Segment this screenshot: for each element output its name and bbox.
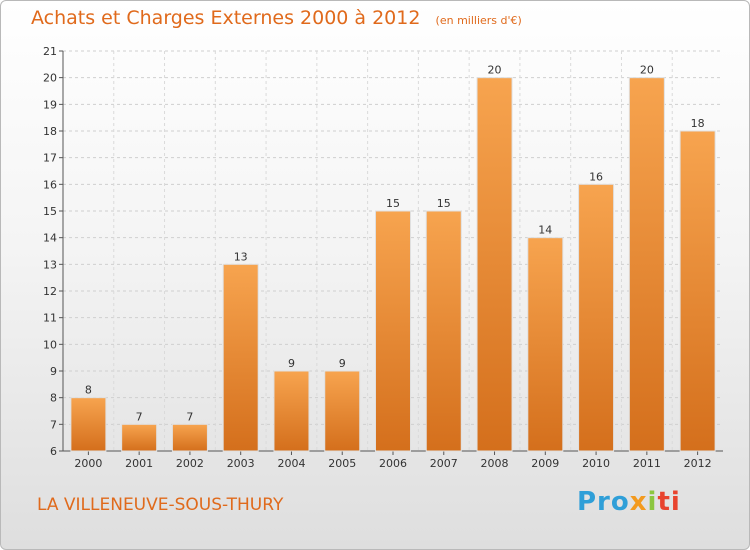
chart-title: Achats et Charges Externes 2000 à 2012	[31, 7, 421, 29]
data-label: 14	[538, 224, 552, 237]
x-tick-label: 2011	[633, 457, 661, 470]
y-tick-label: 7	[50, 418, 57, 431]
x-tick-label: 2003	[227, 457, 255, 470]
y-tick-label: 18	[43, 125, 57, 138]
data-label: 9	[339, 357, 346, 370]
y-tick-label: 14	[43, 232, 57, 245]
commune-name: LA VILLENEUVE-SOUS-THURY	[37, 495, 284, 515]
x-tick-label: 2000	[74, 457, 102, 470]
y-tick-label: 13	[43, 258, 57, 271]
x-tick-label: 2010	[582, 457, 610, 470]
y-tick-label: 15	[43, 205, 57, 218]
data-label: 13	[234, 250, 248, 263]
x-tick-label: 2008	[481, 457, 509, 470]
bar	[171, 423, 208, 452]
data-label: 8	[85, 384, 92, 397]
bar	[679, 130, 716, 452]
bar	[527, 237, 564, 452]
data-label: 18	[691, 117, 705, 130]
x-tick-label: 2004	[277, 457, 305, 470]
bar	[273, 370, 310, 452]
bar	[121, 423, 158, 452]
data-label: 7	[186, 410, 193, 423]
y-tick-label: 20	[43, 72, 57, 85]
bar	[70, 397, 107, 452]
y-tick-label: 21	[43, 45, 57, 58]
y-tick-label: 12	[43, 285, 57, 298]
y-tick-label: 19	[43, 98, 57, 111]
data-label: 9	[288, 357, 295, 370]
x-tick-label: 2001	[125, 457, 153, 470]
labels: 8 7 7 13 9 9 15 15 20 14 16 20 18	[85, 64, 705, 424]
y-tick-label: 10	[43, 338, 57, 351]
data-label: 20	[640, 64, 654, 77]
bar	[375, 210, 411, 452]
data-label: 7	[136, 410, 143, 423]
y-tick-label: 6	[50, 445, 57, 458]
x-tick-label: 2005	[328, 457, 356, 470]
bar	[628, 77, 665, 452]
y-tick-label: 17	[43, 152, 57, 165]
bar	[425, 210, 462, 452]
data-label: 20	[488, 64, 502, 77]
x-tick-label: 2002	[176, 457, 204, 470]
bar	[476, 77, 513, 452]
logo-part-1: Pro	[577, 487, 630, 517]
data-label: 16	[589, 170, 603, 183]
y-tick-label: 11	[43, 312, 57, 325]
proxiti-logo[interactable]: Proxiti	[577, 487, 681, 517]
y-tick-label: 9	[50, 365, 57, 378]
y-tick-label: 8	[50, 392, 57, 405]
bar	[578, 183, 615, 452]
x-tick-label: 2009	[531, 457, 559, 470]
x-tick-label: 2006	[379, 457, 407, 470]
data-label: 15	[437, 197, 451, 210]
data-label: 15	[386, 197, 400, 210]
chart-title-row: Achats et Charges Externes 2000 à 2012 (…	[31, 7, 522, 29]
logo-part-2: x	[629, 487, 648, 517]
bars	[70, 77, 716, 452]
y-tick-label: 16	[43, 178, 57, 191]
x-tick-label: 2007	[430, 457, 458, 470]
x-tick-label: 2012	[684, 457, 712, 470]
bar	[222, 263, 259, 452]
logo-part-3: i	[647, 487, 658, 517]
bar	[324, 370, 361, 452]
logo-part-4: ti	[657, 487, 681, 517]
chart-unit-label: (en milliers d'€)	[435, 14, 522, 27]
